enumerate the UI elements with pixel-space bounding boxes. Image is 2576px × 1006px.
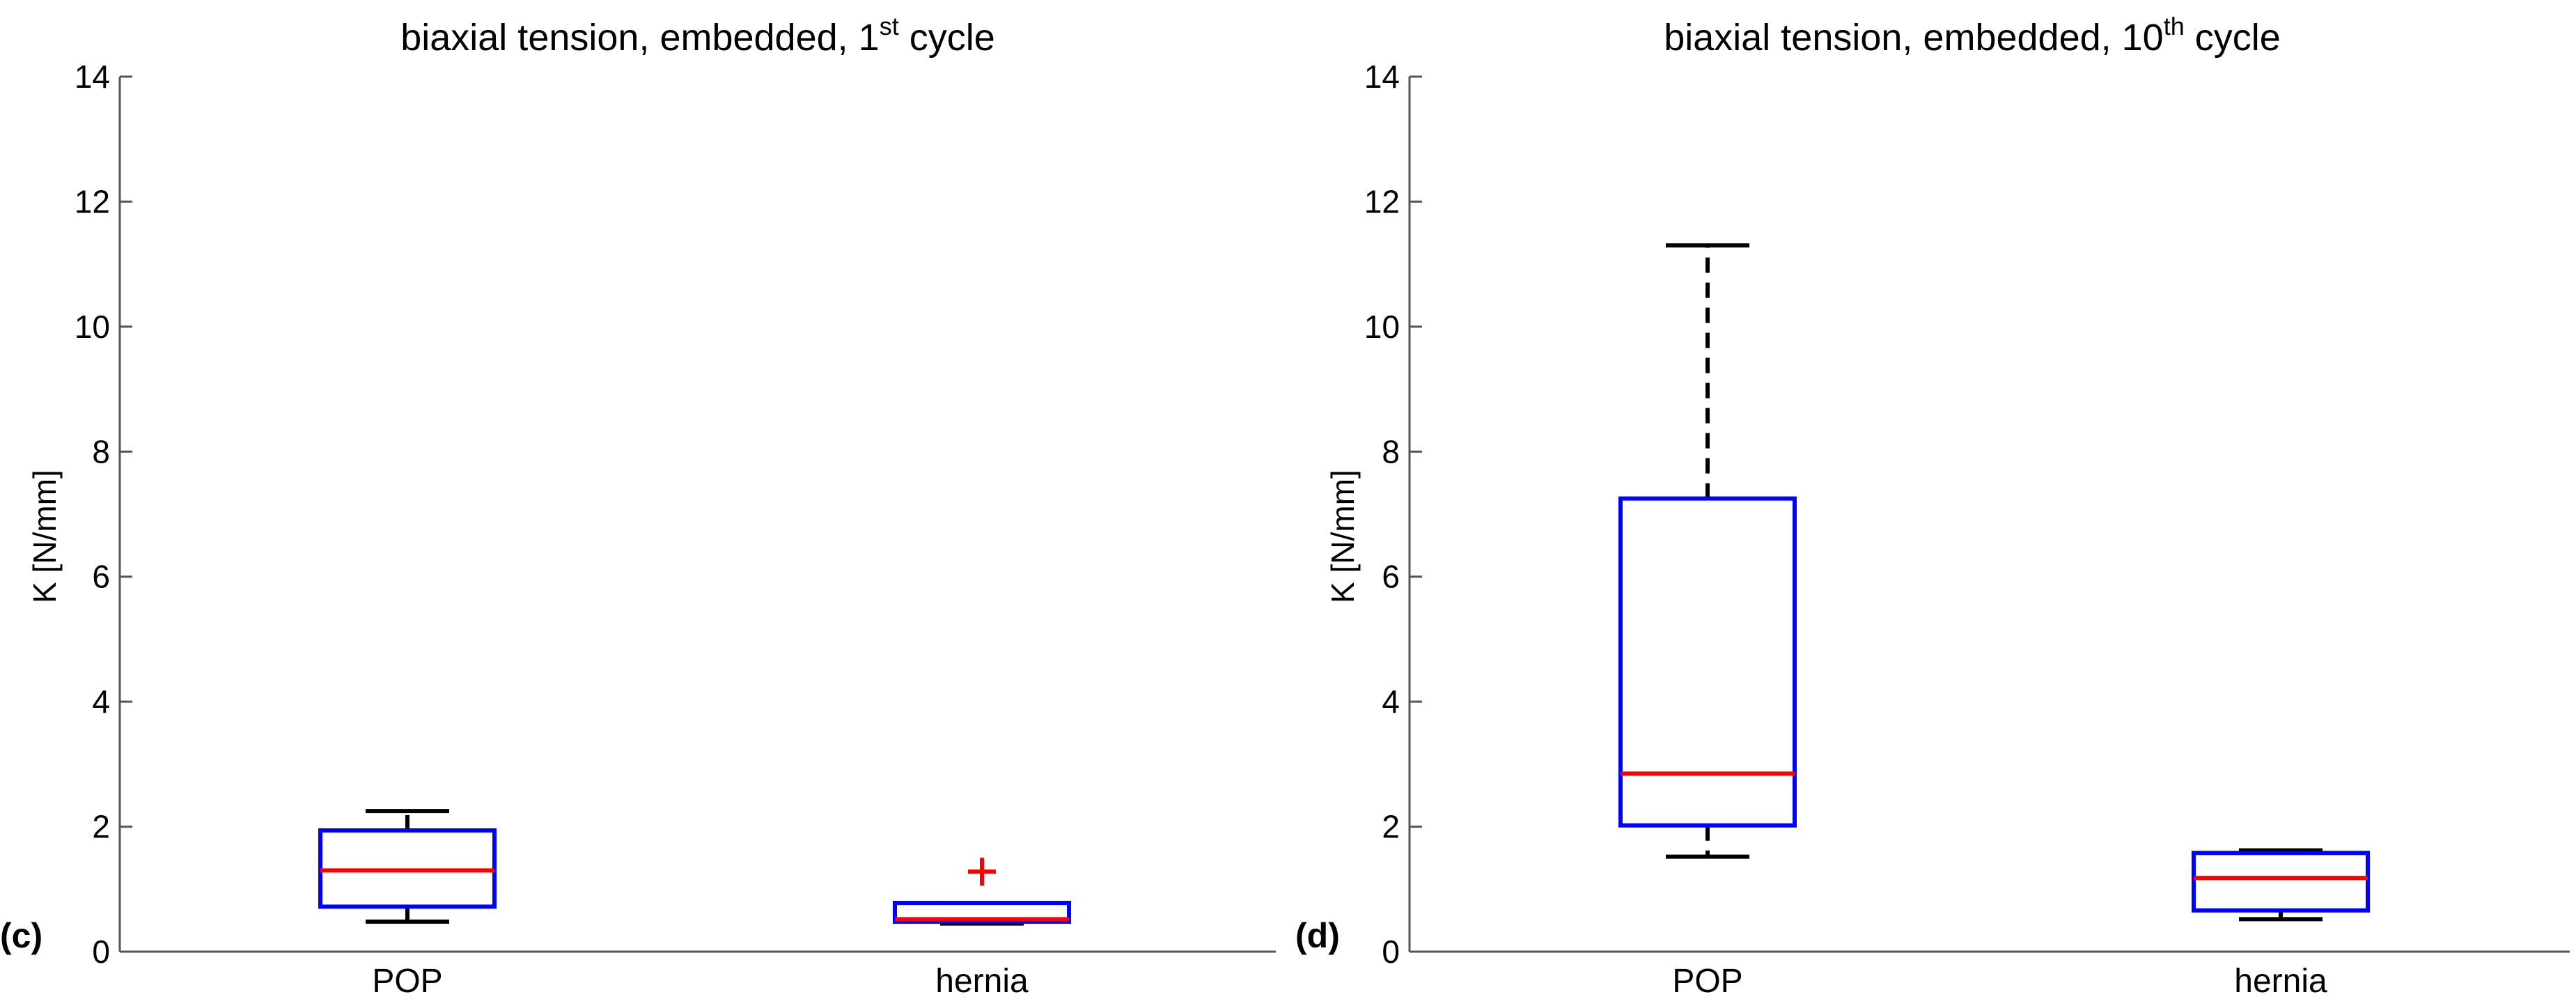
category-labels: POP hernia (1672, 963, 2327, 1000)
box-plots (318, 809, 1071, 926)
y-ticks: 0 2 4 6 8 10 12 14 (1364, 59, 1422, 970)
y-tick-label: 8 (1382, 433, 1400, 470)
x-category-label: hernia (2234, 963, 2327, 1000)
y-tick-label: 4 (1382, 683, 1400, 720)
y-tick-label: 4 (92, 683, 110, 720)
chart-title: biaxial tension, embedded, 10th cycle (1664, 12, 2281, 59)
y-tick-label: 0 (92, 934, 110, 970)
title-end: cycle (899, 17, 995, 59)
panel-label: (d) (1295, 916, 1340, 955)
y-tick-label: 12 (1364, 183, 1400, 219)
title-superscript: st (880, 12, 899, 40)
y-ticks: 0 2 4 6 8 10 12 14 (75, 59, 132, 970)
box-pop (1618, 243, 1797, 859)
y-tick-label: 10 (1364, 309, 1400, 345)
box-hernia (893, 858, 1071, 926)
y-tick-label: 14 (1364, 59, 1400, 95)
category-labels: POP hernia (372, 963, 1029, 1000)
y-tick-label: 8 (92, 433, 110, 470)
y-tick-label: 6 (1382, 559, 1400, 595)
panel-label: (c) (0, 916, 42, 955)
x-category-label: hernia (935, 963, 1029, 1000)
box-plots (1618, 243, 2370, 922)
y-axis-label: K [N/mm] (26, 470, 63, 603)
title-main: biaxial tension, embedded, 1 (400, 17, 879, 59)
y-tick-label: 2 (1382, 809, 1400, 845)
iqr-box (2192, 851, 2370, 913)
chart-panel-c: biaxial tension, embedded, 1st cycle K [… (0, 12, 1276, 1000)
iqr-box (893, 901, 1071, 924)
chart-title: biaxial tension, embedded, 1st cycle (400, 12, 995, 59)
y-tick-label: 14 (75, 59, 110, 95)
title-end: cycle (2185, 17, 2281, 59)
outlier-marker (968, 858, 996, 886)
box-hernia (2192, 848, 2370, 922)
y-tick-label: 2 (92, 809, 110, 845)
y-axis-label: K [N/mm] (1325, 470, 1361, 603)
y-tick-label: 10 (75, 309, 110, 345)
title-superscript: th (2164, 12, 2185, 40)
y-tick-label: 6 (92, 559, 110, 595)
y-tick-label: 0 (1382, 934, 1400, 970)
chart-panel-d: biaxial tension, embedded, 10th cycle K … (1295, 12, 2570, 1000)
iqr-box (1618, 496, 1797, 828)
title-main: biaxial tension, embedded, 10 (1664, 17, 2164, 59)
box-pop (318, 809, 497, 924)
x-category-label: POP (1672, 963, 1742, 1000)
x-category-label: POP (372, 963, 442, 1000)
y-tick-label: 12 (75, 183, 110, 219)
